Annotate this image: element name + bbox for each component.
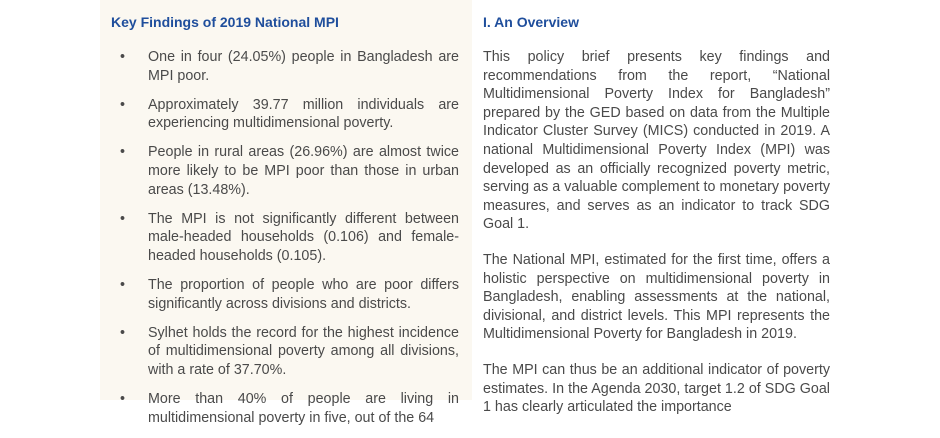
- bullet-text: One in four (24.05%) people in Banglades…: [148, 49, 459, 84]
- bullet-item: • The MPI is not significantly different …: [111, 210, 459, 266]
- bullet-icon: •: [120, 96, 126, 113]
- bullet-item: • One in four (24.05%) people in Banglade…: [111, 48, 459, 85]
- bullet-text: The proportion of people who are poor di…: [148, 276, 459, 312]
- paragraph: This policy brief presents key findings …: [483, 49, 830, 233]
- bullet-item: • People in rural areas (26.96%) are almo…: [111, 143, 459, 199]
- bullet-text: The MPI is not significantly different b…: [148, 210, 459, 264]
- paragraph: The National MPI, estimated for the firs…: [483, 251, 830, 343]
- bullet-icon: •: [120, 276, 126, 293]
- bullet-icon: •: [120, 210, 126, 227]
- bullet-item: • The proportion of people who are poor d…: [111, 276, 459, 313]
- bullet-icon: •: [120, 324, 126, 341]
- findings-panel: [100, 0, 472, 400]
- page: Key Findings of 2019 National MPI • One i…: [100, 0, 830, 426]
- bullet-icon: •: [120, 144, 126, 161]
- overview: I. An Overview This policy brief present…: [483, 14, 830, 434]
- paragraph: The MPI can thus be an additional indica…: [483, 361, 830, 416]
- section-title: Key Findings of 2019 National MPI: [111, 14, 339, 30]
- bullet-text: Sylhet holds the record for the highest …: [148, 324, 459, 378]
- paragraphs: This policy brief presents key findings …: [483, 48, 830, 417]
- bullet-item: • Approximately 39.77 million individuals…: [111, 96, 459, 133]
- bullet-item: • Sylhet holds the record for the highest…: [111, 324, 459, 380]
- bullet-icon: •: [120, 49, 126, 65]
- bullet-text: People in rural areas (26.96%) are almos…: [148, 144, 459, 198]
- bullet-icon: •: [120, 390, 126, 407]
- bullet-list: • One in four (24.05%) people in Banglade…: [111, 48, 459, 427]
- bullet-text: Approximately 39.77 million individuals …: [148, 96, 459, 132]
- section-title: I. An Overview: [483, 14, 579, 30]
- key-findings: Key Findings of 2019 National MPI • One i…: [111, 14, 459, 438]
- bullet-text: More than 40% of people are living in mu…: [148, 390, 459, 426]
- bullet-item: • More than 40% of people are living in m…: [111, 390, 459, 427]
